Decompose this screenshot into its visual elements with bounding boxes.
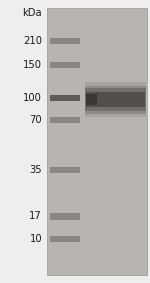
Bar [86,94,97,105]
Bar [50,95,80,101]
Bar [86,92,145,107]
Bar [50,62,80,68]
Text: 10: 10 [29,234,42,244]
Bar [47,8,147,275]
Bar [85,88,146,111]
Text: 100: 100 [23,93,42,103]
Text: 70: 70 [29,115,42,125]
Bar [50,38,80,44]
Text: 17: 17 [29,211,42,222]
Text: 150: 150 [23,60,42,70]
Text: kDa: kDa [22,8,42,18]
Text: 35: 35 [29,165,42,175]
Text: 210: 210 [23,36,42,46]
Bar [50,236,80,242]
Bar [50,167,80,173]
Bar [85,85,146,113]
Bar [50,117,80,123]
Bar [50,213,80,220]
Bar [85,82,146,117]
